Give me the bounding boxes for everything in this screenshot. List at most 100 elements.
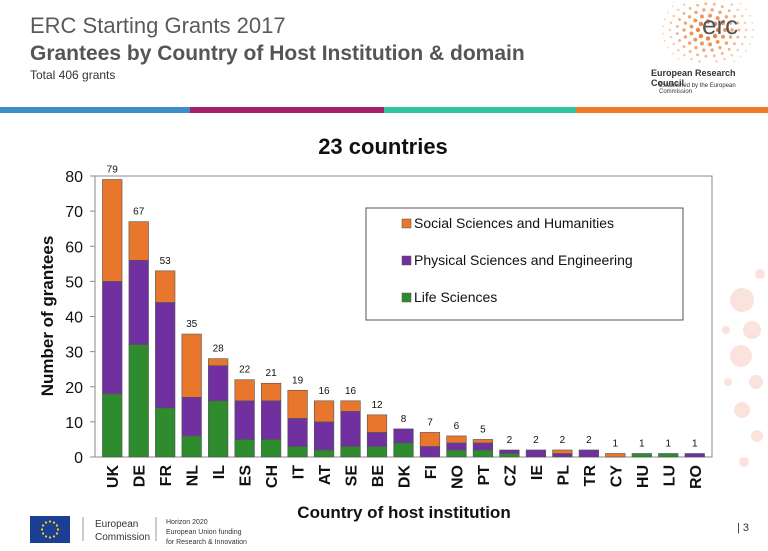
bar-segment bbox=[552, 453, 573, 458]
data-label: 22 bbox=[239, 365, 251, 376]
eu-star bbox=[52, 521, 56, 524]
eu-star bbox=[40, 528, 44, 531]
bar-segment bbox=[155, 270, 176, 303]
legend-swatch bbox=[401, 218, 412, 229]
eu-star bbox=[55, 524, 59, 527]
x-axis: UK DE FR NL IL ES CH IT AT SE BE DK FI NO PT CZ IE PL TR CY… bbox=[105, 465, 705, 489]
legend: Social Sciences and Humanities Physical S… bbox=[365, 207, 684, 321]
bar-segment bbox=[313, 449, 335, 458]
erc-dot bbox=[667, 11, 669, 14]
deco-dot bbox=[749, 375, 763, 389]
erc-dot bbox=[671, 52, 674, 55]
erc-dot bbox=[727, 9, 731, 13]
eu-star bbox=[41, 524, 45, 527]
erc-dot bbox=[696, 53, 700, 57]
strip-segment-2 bbox=[190, 107, 384, 113]
erc-dot bbox=[708, 13, 712, 18]
deco-dot bbox=[751, 430, 763, 442]
decorative-dots bbox=[722, 269, 765, 467]
erc-dot bbox=[687, 41, 692, 45]
eu-star bbox=[48, 520, 52, 523]
x-axis-label: Country of host institution bbox=[297, 503, 510, 522]
bar-segment bbox=[393, 442, 414, 458]
horizon-line-3: for Research & Innovation bbox=[166, 539, 247, 546]
erc-dot bbox=[700, 14, 704, 19]
bar-segment bbox=[419, 432, 441, 447]
erc-dot bbox=[695, 27, 701, 33]
erc-dot bbox=[667, 46, 669, 49]
european-commission-label: European Commission bbox=[95, 518, 150, 544]
x-tick-label: RO bbox=[688, 465, 705, 489]
page-number: | 3 bbox=[737, 522, 750, 534]
erc-dot bbox=[675, 32, 679, 36]
erc-dot bbox=[730, 28, 734, 32]
erc-dot bbox=[710, 48, 714, 52]
bar-segment bbox=[313, 421, 335, 451]
y-tick-label: 30 bbox=[65, 345, 83, 362]
erc-dot bbox=[675, 24, 679, 28]
erc-dot bbox=[705, 36, 711, 41]
deco-dot bbox=[730, 288, 754, 312]
bar-segment bbox=[155, 407, 176, 458]
erc-dot bbox=[672, 14, 675, 18]
x-tick-label: NL bbox=[185, 465, 202, 487]
bar-segment bbox=[261, 400, 282, 440]
page-subtitle: Grantees by Country of Host Institution … bbox=[30, 42, 525, 65]
erc-dot bbox=[712, 33, 718, 39]
x-tick-label: NO bbox=[449, 465, 466, 489]
erc-dot bbox=[744, 8, 747, 11]
erc-dot bbox=[737, 28, 741, 32]
bar-segment bbox=[261, 382, 282, 402]
bar-segment bbox=[419, 446, 441, 458]
x-tick-label: SE bbox=[344, 465, 361, 487]
bar-segment bbox=[472, 439, 494, 444]
bar-segment bbox=[181, 435, 202, 458]
erc-dot bbox=[712, 21, 718, 27]
erc-dot bbox=[715, 39, 720, 44]
bar-segment bbox=[446, 442, 467, 451]
data-label: 1 bbox=[613, 438, 619, 449]
bar-segment bbox=[313, 400, 335, 423]
erc-dot bbox=[677, 57, 680, 60]
data-label: 2 bbox=[533, 435, 539, 446]
erc-dot bbox=[728, 21, 733, 25]
deco-dot bbox=[722, 326, 730, 334]
erc-dot bbox=[710, 8, 714, 12]
bar-segment bbox=[631, 453, 652, 458]
deco-dot bbox=[739, 457, 749, 467]
deco-dot bbox=[734, 402, 750, 418]
deco-dot bbox=[743, 321, 761, 339]
erc-dot bbox=[687, 15, 692, 19]
x-tick-label: FI bbox=[423, 465, 440, 479]
data-label: 2 bbox=[507, 435, 513, 446]
legend-swatch bbox=[401, 292, 412, 303]
data-label: 1 bbox=[639, 438, 645, 449]
x-tick-label: ES bbox=[238, 465, 255, 487]
erc-logo: erc bbox=[662, 2, 754, 63]
bar-segment bbox=[446, 435, 467, 444]
erc-dot bbox=[698, 60, 701, 63]
bar-segment bbox=[128, 344, 149, 458]
erc-dot bbox=[744, 49, 747, 52]
bar-segment bbox=[102, 281, 123, 395]
data-label: 16 bbox=[319, 386, 331, 397]
erc-dot bbox=[690, 57, 693, 61]
erc-dot bbox=[718, 45, 722, 50]
bar-segment bbox=[393, 428, 414, 444]
erc-dot bbox=[715, 60, 718, 63]
strip-segment-1 bbox=[0, 107, 190, 113]
erc-dot bbox=[683, 3, 686, 6]
erc-dot bbox=[712, 2, 716, 6]
bar-segment bbox=[181, 396, 202, 437]
bar-segment bbox=[340, 411, 361, 447]
bar-segment bbox=[525, 449, 546, 458]
erc-dot bbox=[728, 35, 733, 39]
eu-star bbox=[56, 528, 60, 531]
x-tick-label: PL bbox=[555, 465, 572, 486]
erc-dot bbox=[669, 21, 673, 25]
eu-star bbox=[44, 535, 48, 538]
erc-dot bbox=[683, 54, 686, 57]
bar-segment bbox=[261, 439, 282, 458]
erc-dot bbox=[721, 34, 726, 39]
